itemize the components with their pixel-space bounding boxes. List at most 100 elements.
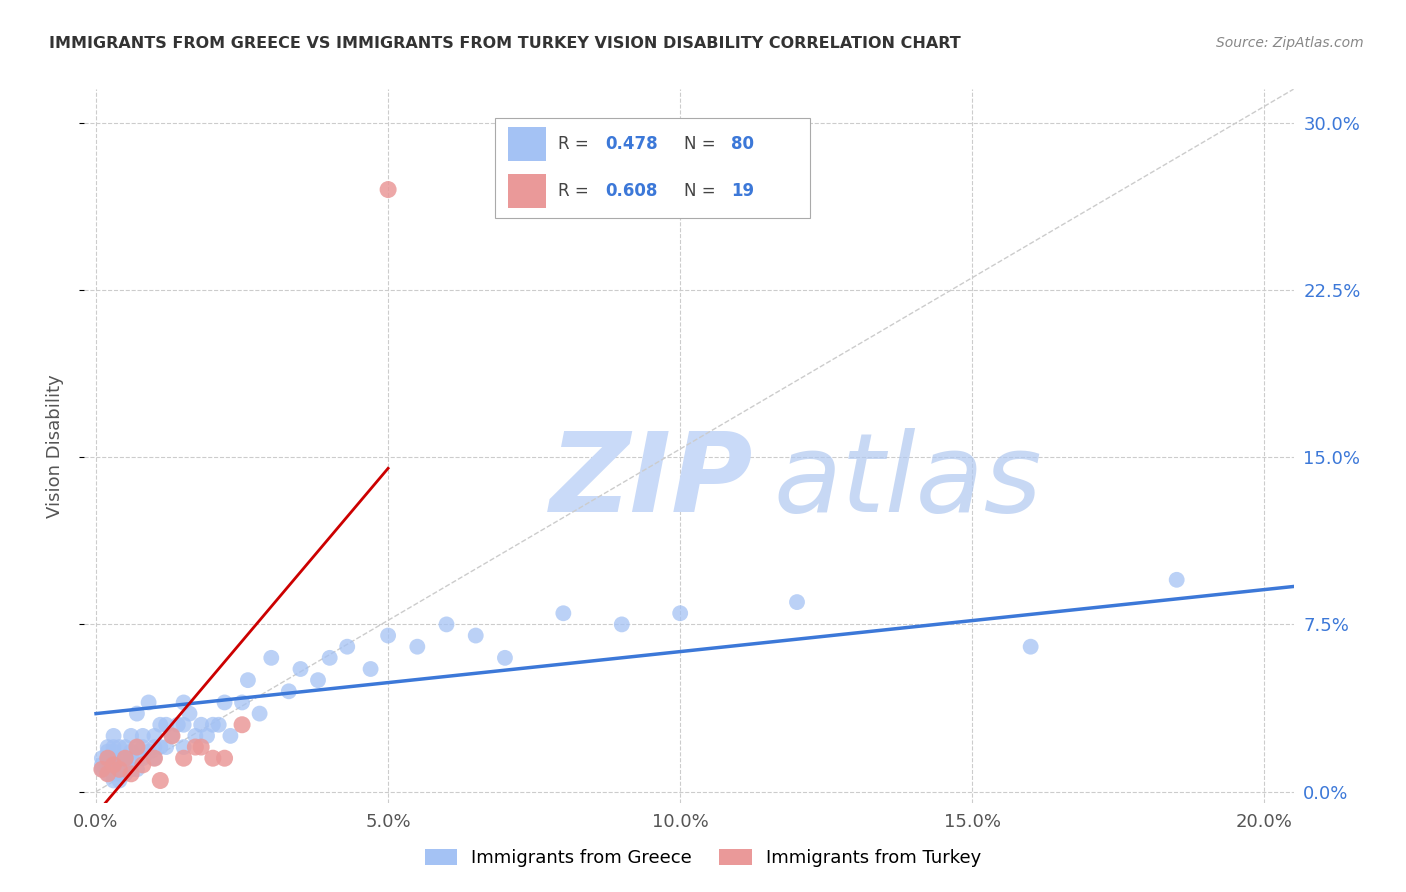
Point [201, 751, 224, 765]
Point [103, 766, 125, 781]
Point [149, 717, 172, 731]
Point [103, 757, 125, 772]
Point [97, 766, 120, 781]
Point [160, 729, 183, 743]
Point [132, 757, 155, 772]
Point [669, 607, 692, 621]
Point [114, 751, 136, 765]
Point [97, 766, 120, 781]
FancyBboxPatch shape [508, 174, 546, 208]
Point [307, 673, 329, 687]
Point [108, 751, 131, 765]
Point [114, 757, 136, 772]
Point [190, 740, 212, 755]
Point [103, 762, 125, 776]
Point [149, 773, 172, 788]
Point [120, 766, 142, 781]
Point [143, 751, 166, 765]
Point [103, 744, 125, 758]
Point [125, 740, 148, 755]
Point [125, 706, 148, 721]
Point [120, 744, 142, 758]
Text: 19: 19 [731, 182, 755, 200]
Point [173, 717, 195, 731]
Point [173, 751, 195, 765]
Point [377, 182, 399, 196]
Point [125, 740, 148, 755]
Text: Source: ZipAtlas.com: Source: ZipAtlas.com [1216, 36, 1364, 50]
Point [179, 706, 201, 721]
Point [195, 729, 218, 743]
Point [125, 762, 148, 776]
Point [132, 729, 155, 743]
Point [190, 717, 212, 731]
Point [214, 751, 236, 765]
Point [260, 651, 283, 665]
Point [103, 751, 125, 765]
Point [219, 729, 242, 743]
Point [97, 744, 120, 758]
Point [143, 729, 166, 743]
Point [249, 706, 271, 721]
Point [103, 740, 125, 755]
Point [90, 751, 112, 765]
Point [360, 662, 382, 676]
Point [90, 762, 112, 776]
Text: R =: R = [558, 135, 595, 153]
Point [214, 696, 236, 710]
Point [231, 717, 253, 731]
Point [184, 740, 207, 755]
Point [184, 729, 207, 743]
Legend: Immigrants from Greece, Immigrants from Turkey: Immigrants from Greece, Immigrants from … [418, 841, 988, 874]
Point [336, 640, 359, 654]
Point [786, 595, 808, 609]
Point [90, 757, 112, 772]
Point [97, 751, 120, 765]
Point [138, 696, 160, 710]
Point [90, 762, 112, 776]
Point [97, 751, 120, 765]
Point [236, 673, 259, 687]
Point [143, 751, 166, 765]
Point [155, 740, 177, 755]
Point [149, 740, 172, 755]
Text: 0.478: 0.478 [606, 135, 658, 153]
Point [97, 740, 120, 755]
Point [318, 651, 340, 665]
Point [155, 717, 177, 731]
Point [120, 751, 142, 765]
Text: 0.608: 0.608 [606, 182, 658, 200]
Point [108, 757, 131, 772]
Point [120, 729, 142, 743]
Point [97, 762, 120, 776]
Point [377, 628, 399, 642]
Point [464, 628, 486, 642]
Point [108, 766, 131, 781]
Point [97, 757, 120, 772]
Point [108, 773, 131, 788]
Point [138, 744, 160, 758]
Text: atlas: atlas [773, 428, 1042, 535]
Text: N =: N = [685, 182, 721, 200]
Point [160, 729, 183, 743]
Point [208, 717, 231, 731]
Point [120, 762, 142, 776]
Point [132, 751, 155, 765]
Point [231, 696, 253, 710]
Text: N =: N = [685, 135, 721, 153]
Point [173, 740, 195, 755]
Point [103, 757, 125, 772]
Point [143, 740, 166, 755]
Point [103, 729, 125, 743]
Point [553, 607, 575, 621]
Point [406, 640, 429, 654]
Point [114, 766, 136, 781]
Point [114, 751, 136, 765]
Point [103, 773, 125, 788]
Point [1166, 573, 1188, 587]
Point [290, 662, 312, 676]
Point [125, 751, 148, 765]
FancyBboxPatch shape [508, 127, 546, 161]
Y-axis label: Vision Disability: Vision Disability [45, 374, 63, 518]
Point [166, 717, 188, 731]
